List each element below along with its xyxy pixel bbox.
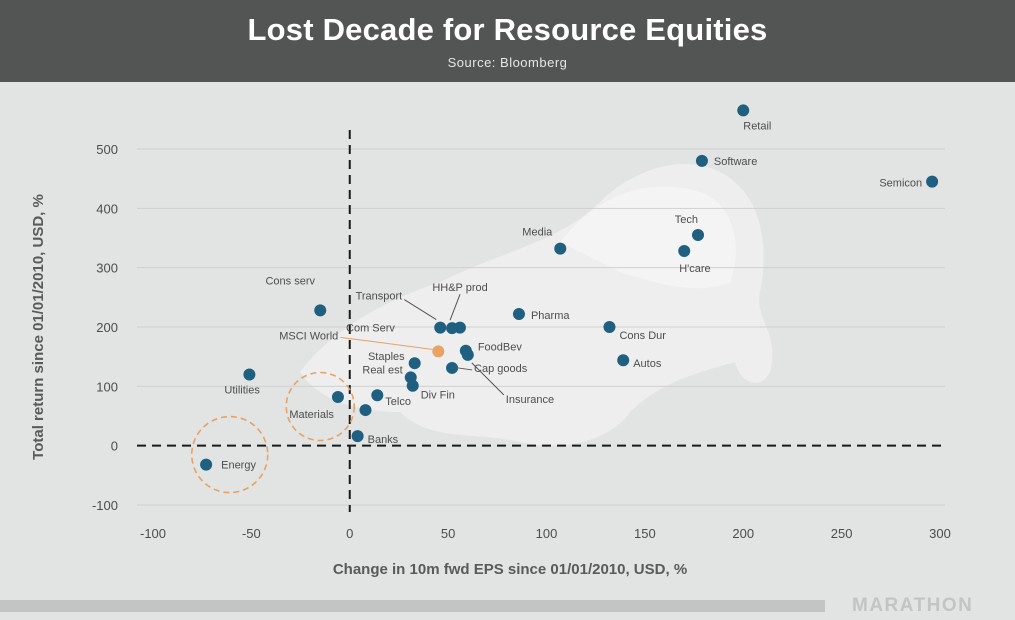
axis-ticks: 500 400 300 200 100 0 -100 -100 -50 0 50 100 150 200 2… [92,142,951,541]
data-label: H'care [679,263,710,275]
data-label: Media [522,227,553,239]
data-point-cons-serv [314,304,327,317]
leader-hhp [449,294,461,321]
data-point-utilities [243,368,256,381]
data-point-retail [737,104,750,117]
data-point-staples [408,357,421,370]
leader-insurance [471,362,505,396]
data-point-autos [617,354,630,367]
lion-watermark-icon [300,163,773,446]
leader-capgoods [457,367,473,371]
y-axis-title: Total return since 01/01/2010, USD, % [30,194,47,460]
gridlines [137,148,945,506]
highlight-circle-energy [190,415,269,494]
x-axis-title: Change in 10m fwd EPS since 01/01/2010, … [333,561,687,578]
data-point-media [554,242,567,255]
data-point-unlabeled [461,348,474,361]
data-point-unlabeled [359,404,372,417]
data-label: FoodBev [478,342,523,354]
x-tick-label: 50 [441,526,455,541]
x-tick-label: 250 [831,526,853,541]
x-tick-label: 300 [929,526,951,541]
lion-mane [560,186,736,289]
data-points [200,104,939,471]
y-tick-label: 200 [96,320,118,335]
data-label: Cap goods [474,363,528,375]
chart-title: Lost Decade for Resource Equities [247,12,768,47]
y-tick-label: 300 [96,261,118,276]
data-label: Staples [368,351,405,363]
data-label: Software [714,156,757,168]
footer-bar [0,600,825,612]
scatter-chart: Retail Software Semicon Tech H'care Media Cons… [30,104,951,578]
y-tick-label: 0 [111,439,118,454]
x-tick-label: 100 [536,526,558,541]
data-label: Cons serv [265,275,315,287]
data-label: Energy [221,460,256,472]
title-banner: Lost Decade for Resource Equities Source… [0,0,1015,82]
data-point-energy [200,458,213,471]
chart-subtitle: Source: Bloomberg [447,55,568,70]
data-point-h-care [678,245,691,258]
data-point-cons-dur [603,321,616,333]
data-labels: Retail Software Semicon Tech H'care Media Cons… [221,120,922,471]
data-label: Banks [368,434,399,446]
data-label: Retail [743,120,771,132]
x-tick-label: 200 [732,526,754,541]
x-tick-label: 0 [346,526,353,541]
data-label: Semicon [879,178,922,190]
data-label: Utilities [224,384,260,396]
data-point-semicon [926,175,939,188]
data-point-tech [691,229,704,242]
brand-logo: MARATHON [852,595,974,616]
data-point-div-fin [406,379,419,392]
data-label: Telco [385,396,411,408]
data-label: HH&P prod [432,282,487,294]
leader-lines [340,294,505,396]
data-label: Div Fin [421,390,455,402]
data-label: Tech [675,214,698,226]
data-label: Cons Dur [619,330,666,342]
data-label: Real est [362,364,402,376]
data-label: Insurance [506,394,554,406]
data-label: Autos [633,358,662,370]
data-point-software [695,154,708,167]
x-tick-label: -100 [140,526,166,541]
zero-axes [137,130,945,512]
y-tick-label: 500 [96,142,118,157]
y-tick-label: 100 [96,379,118,394]
data-label: Pharma [531,310,570,322]
data-point-transport [434,321,447,334]
data-label: Transport [356,291,403,303]
data-label: Materials [289,409,334,421]
data-point-materials [331,391,344,404]
data-point-com-serv [453,321,466,334]
x-tick-label: -50 [242,526,261,541]
data-point-telco [371,389,384,402]
data-point-pharma [512,307,525,320]
data-point-cap-goods [446,361,459,374]
data-point-banks [351,430,364,443]
y-tick-label: -100 [92,498,118,513]
data-label: MSCI World [279,330,338,342]
leader-transport [403,299,437,321]
highlight-circles [190,371,356,494]
data-label: Com Serv [346,323,395,335]
highlight-circle-materials [285,371,356,442]
leader-msci [340,336,433,350]
x-tick-label: 150 [634,526,656,541]
data-point-msci-world [432,345,445,358]
y-tick-label: 400 [96,201,118,216]
